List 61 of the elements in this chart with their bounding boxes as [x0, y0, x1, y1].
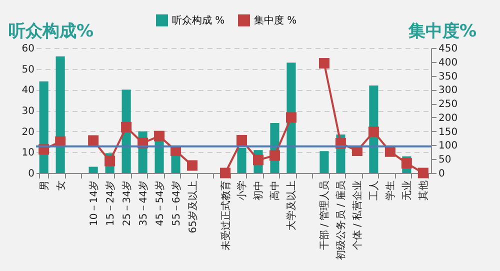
x-tick-label: 初中: [252, 180, 265, 200]
x-tick-label: 25－34岁: [120, 180, 133, 226]
x-tick-label: 初级公务员 / 雇员: [335, 180, 348, 260]
y2-tick-label: 250: [438, 99, 458, 110]
y-tick-label: 20: [22, 126, 34, 138]
point: [220, 168, 230, 178]
y2-tick-label: 0: [438, 168, 445, 180]
y-tick-label: 40: [22, 85, 34, 96]
point: [401, 158, 412, 169]
x-tick-label: 45－54岁: [154, 180, 166, 226]
point: [418, 168, 428, 178]
point: [286, 112, 296, 123]
x-tick-label: 小学: [236, 180, 248, 200]
x-tick-label: 高中: [269, 180, 282, 200]
point: [88, 135, 99, 146]
x-tick-label: 女: [54, 180, 67, 190]
y-tick-label: 0: [28, 168, 34, 180]
point: [384, 146, 396, 157]
legend-label: 听众构成 %: [172, 14, 225, 26]
y2-tick-label: 100: [438, 140, 458, 152]
point: [104, 156, 116, 166]
y-tick-label: 10: [22, 148, 34, 159]
y2-tick-label: 150: [438, 126, 458, 138]
point: [318, 58, 330, 69]
bar: [56, 56, 65, 173]
bar: [88, 166, 98, 173]
bar: [320, 151, 329, 173]
x-tick-label: 55－64岁: [170, 180, 182, 226]
y-axis-title: 听众构成%: [8, 22, 94, 42]
x-tick-label: 个体 / 私营企业: [352, 180, 364, 250]
y2-tick-label: 300: [438, 85, 458, 96]
point: [187, 160, 198, 171]
x-tick-label: 大学及以上: [286, 180, 298, 230]
x-tick-label: 学生: [384, 180, 397, 200]
x-tick-label: 15－24岁: [104, 180, 116, 226]
x-tick-label: 干部 / 管理人员: [318, 180, 331, 250]
y-tick-label: 50: [22, 64, 34, 76]
x-tick-label: 无业: [401, 180, 414, 200]
y-tick-label: 30: [22, 106, 34, 117]
legend-label: 集中度 %: [254, 14, 297, 26]
y2-tick-label: 350: [438, 71, 458, 82]
point: [154, 130, 165, 142]
x-tick-label: 男: [39, 180, 50, 190]
x-tick-label: 10－14岁: [88, 180, 100, 226]
bar: [237, 148, 246, 173]
x-tick-label: 未受过正式教育: [220, 180, 232, 250]
x-tick-label: 65岁及以上: [186, 180, 199, 234]
point: [252, 154, 264, 166]
x-tick-label: 工人: [369, 180, 380, 200]
y2-axis-title: 集中度%: [407, 22, 476, 42]
point: [121, 122, 132, 132]
point: [236, 134, 247, 146]
y2-tick-label: 400: [438, 57, 458, 68]
point: [269, 150, 280, 161]
y-tick-label: 60: [22, 44, 34, 54]
x-tick-label: 35－44岁: [137, 180, 150, 226]
y2-tick-label: 50: [438, 154, 452, 166]
y2-tick-label: 200: [438, 112, 458, 124]
y2-tick-label: 450: [438, 44, 458, 54]
x-tick-label: 其他: [418, 180, 430, 200]
point: [368, 126, 379, 138]
